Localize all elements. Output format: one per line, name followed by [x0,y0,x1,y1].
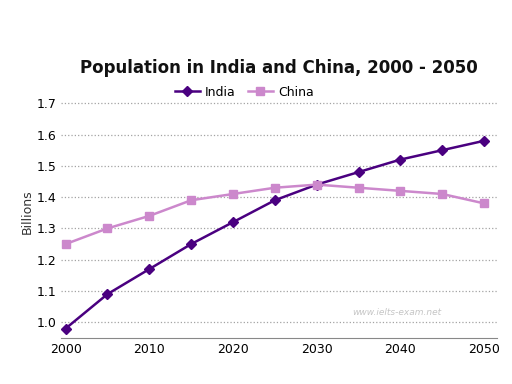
India [230,220,236,225]
China [188,198,194,202]
China [397,189,403,193]
India [104,292,111,296]
China [481,201,487,206]
India [62,326,69,331]
China [62,242,69,247]
China [230,192,236,196]
China [272,185,278,190]
India [481,139,487,143]
India [146,267,153,271]
Line: India: India [62,137,487,332]
India [314,182,320,187]
India [272,198,278,202]
China [104,226,111,231]
Title: Population in India and China, 2000 - 2050: Population in India and China, 2000 - 20… [80,60,478,77]
China [146,214,153,218]
India [188,242,194,247]
India [439,148,445,152]
Line: China: China [61,180,488,248]
China [355,185,361,190]
China [314,182,320,187]
Text: www.ielts-exam.net: www.ielts-exam.net [352,308,441,317]
India [355,170,361,174]
India [397,157,403,162]
China [439,192,445,196]
Legend: India, China: India, China [175,86,314,99]
Y-axis label: Billions: Billions [21,189,34,233]
